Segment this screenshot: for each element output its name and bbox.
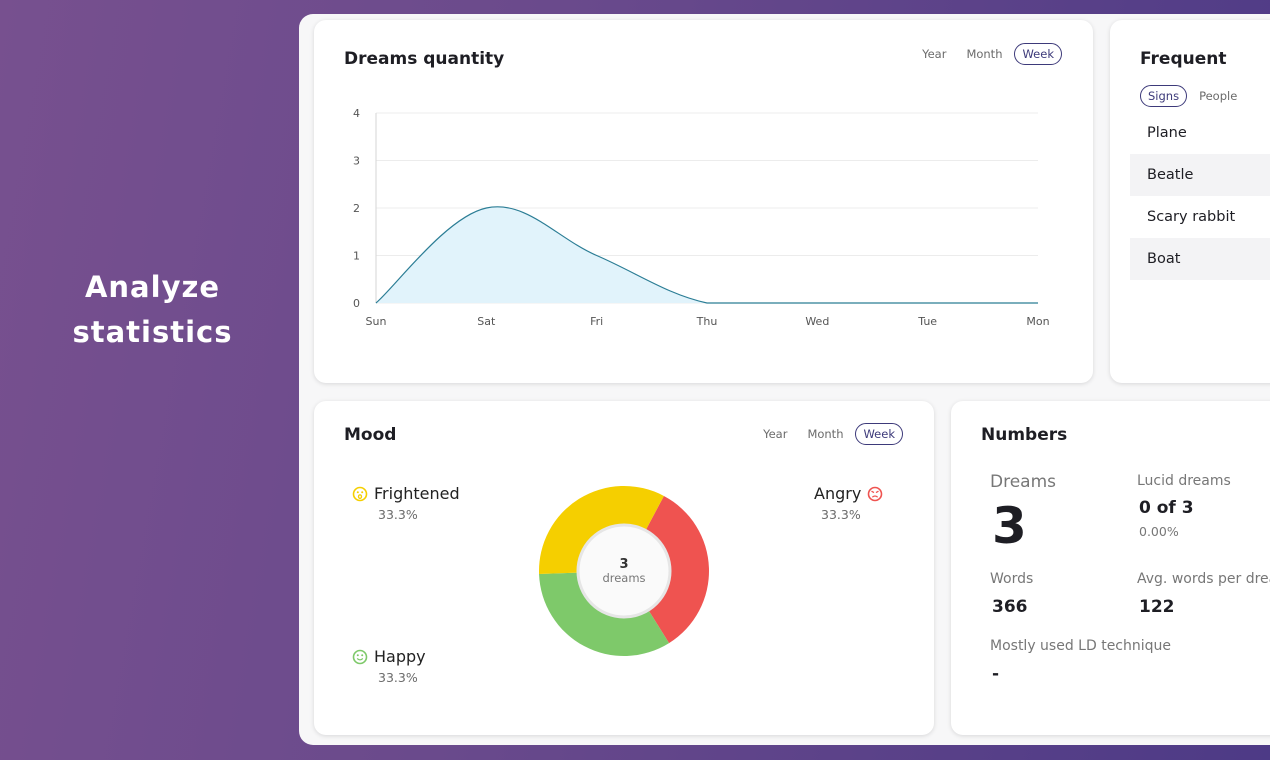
dreams-period-toggles: Year Month Week <box>914 43 1062 65</box>
x-tick-label: Wed <box>805 315 829 328</box>
frequent-tabs: Signs People <box>1140 85 1245 107</box>
dashboard-panel: Dreams quantity Year Month Week 0 1 2 3 4 Sun… <box>299 14 1270 745</box>
numbers-card: Numbers Dreams 3 Lucid dreams 0 of 3 0.0… <box>951 401 1270 735</box>
dreams-toggle-month[interactable]: Month <box>966 47 1003 61</box>
mood-happy-pct: 33.3% <box>378 670 418 685</box>
y-tick-label: 3 <box>353 155 360 168</box>
numbers-title: Numbers <box>981 425 1068 445</box>
avg-words-label: Avg. words per dream <box>1137 571 1270 587</box>
dreams-toggle-year[interactable]: Year <box>922 47 947 61</box>
x-tick-label: Mon <box>1026 315 1049 328</box>
frequent-item-boat[interactable]: Boat <box>1130 238 1270 280</box>
mood-angry: Angry <box>814 484 883 503</box>
angry-face-icon <box>867 486 883 501</box>
y-tick-label: 0 <box>353 297 360 310</box>
dreams-toggle-week[interactable]: Week <box>1014 43 1062 65</box>
mood-happy-name: Happy <box>374 647 426 666</box>
mood-period-toggles: Year Month Week <box>755 423 903 445</box>
frightened-face-icon <box>352 486 368 501</box>
donut-center-label: dreams <box>602 571 645 585</box>
mood-happy: Happy <box>352 647 426 666</box>
happy-face-icon <box>352 649 368 664</box>
mood-angry-name: Angry <box>814 484 862 503</box>
mood-toggle-month[interactable]: Month <box>807 427 844 441</box>
x-tick-label: Sat <box>477 315 496 328</box>
words-label: Words <box>990 571 1034 587</box>
lucid-dreams-value: 0 of 3 <box>1139 498 1194 518</box>
hero-line-1: Analyze <box>84 270 221 304</box>
dreams-label: Dreams <box>990 472 1056 492</box>
x-tick-label: Fri <box>590 315 603 328</box>
ld-technique-label: Mostly used LD technique <box>990 638 1172 654</box>
words-value: 366 <box>992 597 1028 617</box>
y-tick-label: 2 <box>353 202 360 215</box>
mood-title: Mood <box>344 425 397 445</box>
dreams-quantity-card: Dreams quantity Year Month Week 0 1 2 3 4 Sun… <box>314 20 1093 383</box>
dreams-count: 3 <box>992 497 1027 555</box>
donut-center <box>576 523 672 619</box>
frequent-tab-people[interactable]: People <box>1199 89 1238 103</box>
dreams-quantity-title: Dreams quantity <box>344 49 505 69</box>
frequent-item-scary-rabbit[interactable]: Scary rabbit <box>1147 209 1236 225</box>
mood-angry-pct: 33.3% <box>821 507 861 522</box>
mood-frightened: Frightened <box>352 484 460 503</box>
frequent-tab-signs[interactable]: Signs <box>1140 85 1188 107</box>
lucid-dreams-pct: 0.00% <box>1139 524 1179 539</box>
x-tick-label: Sun <box>366 315 387 328</box>
lucid-dreams-label: Lucid dreams <box>1137 473 1231 489</box>
ld-technique-value: - <box>992 664 1000 684</box>
hero-heading: Analyze statistics <box>40 265 265 355</box>
mood-frightened-name: Frightened <box>374 484 460 503</box>
frequent-title: Frequent <box>1140 49 1227 69</box>
donut-center-count: 3 <box>619 557 628 572</box>
mood-toggle-year[interactable]: Year <box>763 427 788 441</box>
mood-card: Mood Year Month Week Frightened 33.3% An… <box>314 401 934 735</box>
frequent-card: Frequent Signs People Plane Beatle Scary… <box>1110 20 1270 383</box>
mood-toggle-week[interactable]: Week <box>855 423 903 445</box>
y-tick-label: 1 <box>353 250 360 263</box>
hero-line-2: statistics <box>72 315 233 349</box>
mood-frightened-pct: 33.3% <box>378 507 418 522</box>
mood-slice-angry <box>645 495 709 644</box>
y-tick-label: 4 <box>353 107 360 120</box>
x-tick-label: Thu <box>696 315 718 328</box>
x-tick-label: Tue <box>917 315 937 328</box>
dreams-area-fill <box>376 206 1038 303</box>
dreams-chart: 0 1 2 3 4 Sun Sat Fri Thu Wed Tue Mon <box>353 107 1050 328</box>
avg-words-value: 122 <box>1139 597 1175 617</box>
frequent-item-plane[interactable]: Plane <box>1147 125 1187 141</box>
frequent-item-beatle[interactable]: Beatle <box>1130 154 1270 196</box>
mood-slice-happy <box>539 572 670 656</box>
